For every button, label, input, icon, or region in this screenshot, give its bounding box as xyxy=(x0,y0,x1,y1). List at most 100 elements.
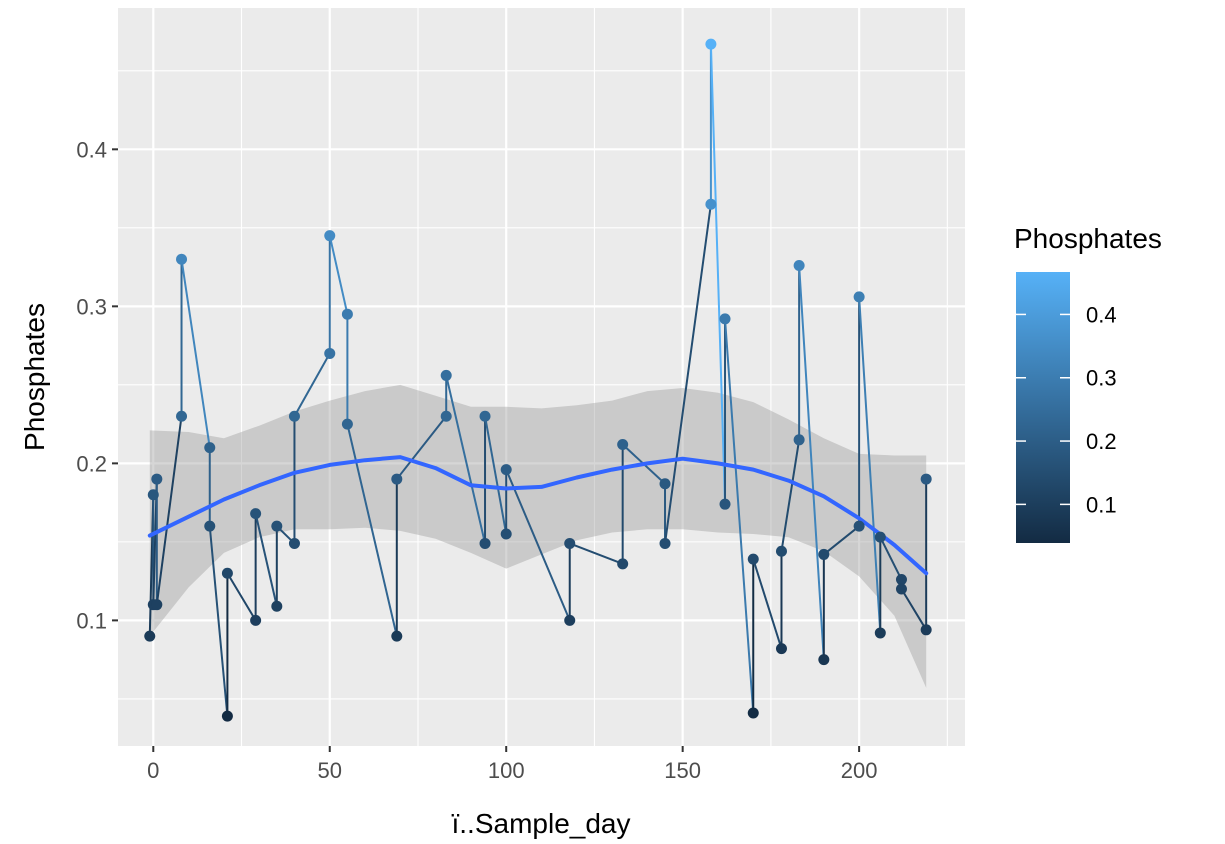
legend-tick-label: 0.3 xyxy=(1086,366,1117,391)
data-point xyxy=(391,630,403,642)
data-path-segment xyxy=(798,264,825,661)
data-point xyxy=(818,654,830,666)
data-path-segment xyxy=(395,415,448,481)
data-point xyxy=(747,707,759,719)
data-path-segment xyxy=(858,295,882,634)
data-path-segment xyxy=(752,558,783,650)
data-point xyxy=(659,537,671,549)
data-path-segment xyxy=(709,43,727,506)
data-point xyxy=(920,624,932,636)
data-path-segment xyxy=(328,234,349,316)
data-point xyxy=(151,473,163,485)
data-point xyxy=(288,410,300,422)
data-point xyxy=(853,291,865,303)
y-axis: 0.1 0.2 0.3 0.4 xyxy=(76,137,118,633)
x-tick-label: 150 xyxy=(664,758,701,783)
data-point xyxy=(793,434,805,446)
x-tick-label: 100 xyxy=(488,758,525,783)
data-path-segment xyxy=(724,317,755,715)
data-point xyxy=(617,439,629,451)
data-point xyxy=(144,630,156,642)
data-point xyxy=(659,478,671,490)
data-point xyxy=(775,643,787,655)
data-path-segment xyxy=(155,415,183,606)
data-point xyxy=(705,38,717,50)
y-tick-label: 0.4 xyxy=(76,137,107,162)
data-point xyxy=(895,574,907,586)
data-path-segment xyxy=(180,258,211,449)
grid-major xyxy=(118,8,965,746)
data-point xyxy=(391,473,403,485)
grid-minor xyxy=(118,8,965,746)
data-point xyxy=(271,600,283,612)
data-point xyxy=(440,410,452,422)
data-path-segment xyxy=(208,525,229,718)
x-tick-label: 200 xyxy=(841,758,878,783)
smooth-line xyxy=(147,455,929,576)
data-point xyxy=(271,520,283,532)
data-point xyxy=(324,230,336,242)
data-point xyxy=(204,442,216,454)
data-point xyxy=(204,520,216,532)
data-point xyxy=(221,567,233,579)
data-point xyxy=(747,553,759,565)
legend-title: Phosphates xyxy=(1014,223,1162,254)
x-axis: 0 50 100 150 200 xyxy=(147,746,877,783)
data-point xyxy=(920,473,932,485)
y-axis-title: Phosphates xyxy=(19,303,50,451)
legend-tick-label: 0.4 xyxy=(1086,302,1117,327)
y-tick-label: 0.3 xyxy=(76,294,107,319)
legend-ticks: 0.1 0.2 0.3 0.4 xyxy=(1016,302,1117,517)
data-path-segment xyxy=(254,512,278,608)
y-tick-label: 0.2 xyxy=(76,451,107,476)
data-point xyxy=(479,537,491,549)
data-path-segment xyxy=(484,415,508,536)
data-point xyxy=(288,537,300,549)
data-point xyxy=(818,548,830,560)
data-path-segment xyxy=(505,468,571,622)
data-point xyxy=(564,537,576,549)
data-path-segment xyxy=(879,536,903,581)
data-point xyxy=(500,464,512,476)
data-point xyxy=(874,627,886,639)
data-point xyxy=(719,498,731,510)
data-path-segment xyxy=(822,525,861,556)
data-point xyxy=(151,599,163,611)
data-point xyxy=(895,583,907,595)
y-tick-label: 0.1 xyxy=(76,608,107,633)
plot-panel xyxy=(118,8,965,746)
data-point xyxy=(719,313,731,325)
data-point xyxy=(793,260,805,272)
data-point xyxy=(564,614,576,626)
smooth-confidence-band xyxy=(149,384,927,688)
data-point xyxy=(147,489,159,501)
data-path-segment xyxy=(445,374,487,545)
data-point xyxy=(705,198,717,210)
legend-tick-label: 0.1 xyxy=(1086,492,1117,517)
data-path-segment xyxy=(293,352,331,418)
x-tick-label: 50 xyxy=(318,758,342,783)
data-point xyxy=(775,545,787,557)
data-path-segment xyxy=(568,542,624,565)
data-point xyxy=(617,558,629,570)
data-point xyxy=(341,308,353,320)
legend-tick-label: 0.2 xyxy=(1086,429,1117,454)
data-point xyxy=(853,520,865,532)
x-axis-title: ï..Sample_day xyxy=(452,808,631,839)
data-point xyxy=(479,410,491,422)
data-point xyxy=(341,418,353,430)
data-path-segment xyxy=(780,438,801,553)
data-point xyxy=(440,369,452,381)
data-path xyxy=(148,43,928,718)
data-path-segment xyxy=(900,587,928,631)
x-tick-label: 0 xyxy=(147,758,159,783)
data-points xyxy=(144,38,932,722)
data-point xyxy=(250,508,262,520)
data-path-segment xyxy=(226,572,257,622)
data-point xyxy=(874,531,886,543)
data-point xyxy=(250,614,262,626)
data-point xyxy=(176,253,188,265)
data-point xyxy=(176,410,188,422)
